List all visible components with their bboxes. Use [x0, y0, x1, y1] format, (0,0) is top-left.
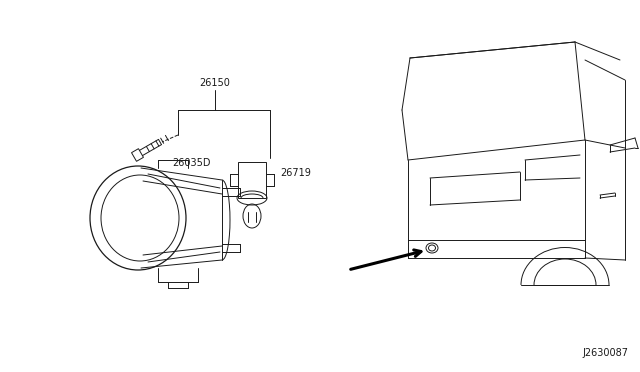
Text: 26035D: 26035D: [172, 158, 211, 168]
Bar: [238, 162, 266, 198]
Text: 26150: 26150: [200, 78, 230, 88]
Text: 26719: 26719: [280, 168, 311, 178]
Text: J2630087: J2630087: [582, 348, 628, 358]
